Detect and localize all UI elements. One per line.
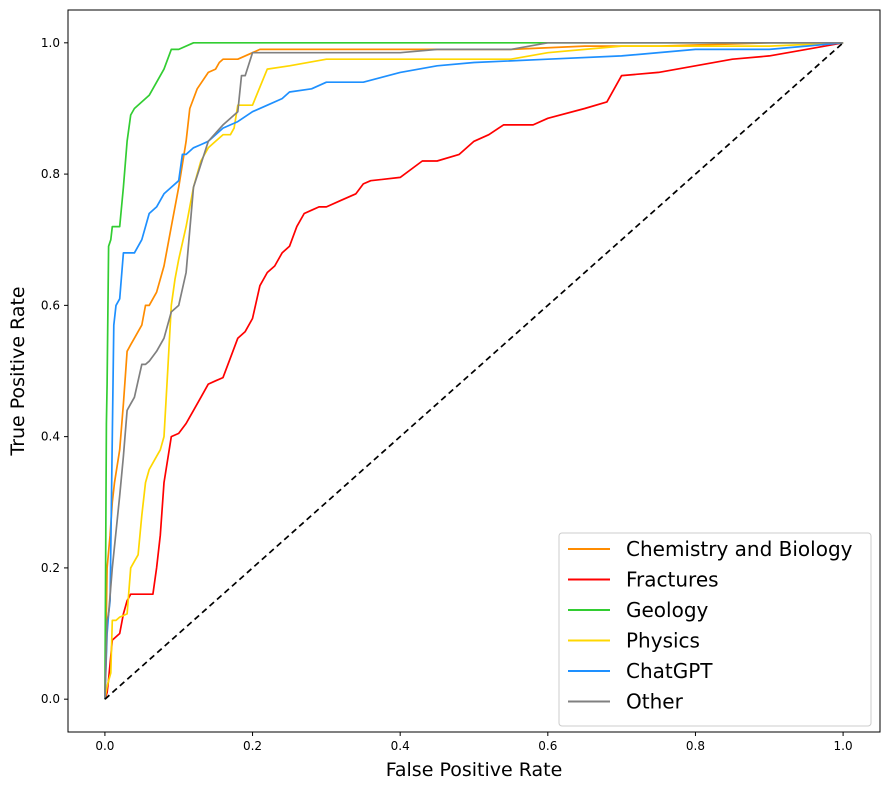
legend-label-1: Fractures xyxy=(626,568,719,592)
legend-label-4: ChatGPT xyxy=(626,659,713,683)
series-line-1 xyxy=(104,41,844,700)
x-tick-label-2: 0.4 xyxy=(391,739,410,753)
y-tick-label-3: 0.6 xyxy=(41,298,60,312)
x-tick-label-1: 0.2 xyxy=(243,739,262,753)
series-line-5 xyxy=(104,41,844,700)
y-axis-ticks: 0.0 0.2 0.4 0.6 0.8 1.0 xyxy=(41,36,68,706)
series-line-3 xyxy=(104,41,844,700)
reference-diagonal-line xyxy=(104,42,844,700)
series-line-0 xyxy=(104,41,844,700)
x-tick-label-3: 0.6 xyxy=(538,739,557,753)
legend-box xyxy=(558,532,872,727)
x-axis-label: False Positive Rate xyxy=(386,759,563,781)
plot-frame xyxy=(67,9,881,733)
x-tick-label-4: 0.8 xyxy=(686,739,705,753)
series-line-2 xyxy=(104,41,844,700)
curves-layer xyxy=(104,41,844,700)
y-tick-label-0: 0.0 xyxy=(41,692,60,706)
legend-label-2: Geology xyxy=(626,598,709,622)
y-tick-label-5: 1.0 xyxy=(41,36,60,50)
y-axis-label: True Positive Rate xyxy=(7,286,29,456)
y-tick-label-4: 0.8 xyxy=(41,167,60,181)
y-tick-label-1: 0.2 xyxy=(41,561,60,575)
x-tick-label-5: 1.0 xyxy=(834,739,853,753)
y-tick-label-2: 0.4 xyxy=(41,430,60,444)
x-tick-label-0: 0.0 xyxy=(95,739,114,753)
legend-label-3: Physics xyxy=(626,629,700,653)
x-axis-ticks: 0.0 0.2 0.4 0.6 0.8 1.0 xyxy=(95,732,853,753)
series-line-4 xyxy=(104,41,844,700)
legend-label-5: Other xyxy=(626,690,684,714)
legend-label-0: Chemistry and Biology xyxy=(626,537,853,561)
legend: Chemistry and Biology Fractures Geology Phy… xyxy=(558,532,872,727)
